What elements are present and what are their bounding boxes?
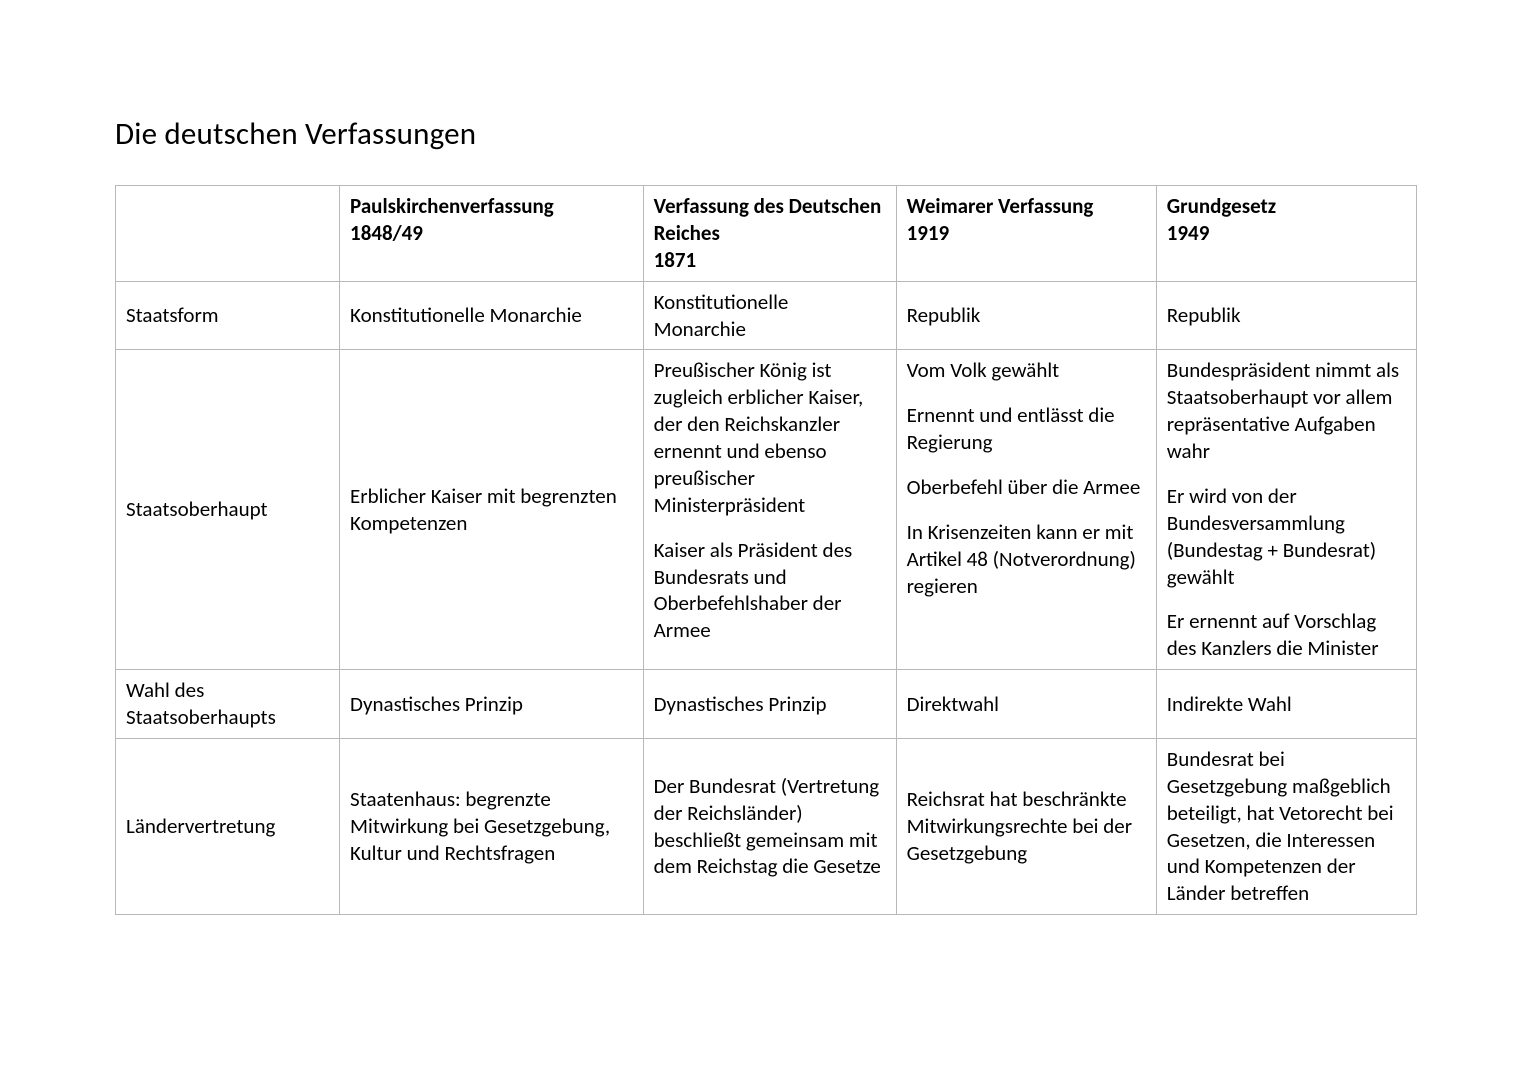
header-text: 1848/49 <box>350 220 423 246</box>
header-text: 1871 <box>654 247 697 273</box>
cell: Dynastisches Prinzip <box>340 670 644 739</box>
header-grundgesetz: Grundgesetz 1949 <box>1156 186 1416 282</box>
constitutions-table: Paulskirchenverfassung 1848/49 Verfassun… <box>115 185 1417 915</box>
header-text: Reiches <box>654 220 720 246</box>
header-weimar: Weimarer Verfassung 1919 <box>896 186 1156 282</box>
cell-paragraph: Vom Volk gewählt <box>907 357 1146 384</box>
cell-paragraph: Er wird von der Bundesversammlung (Bunde… <box>1167 483 1406 591</box>
table-row: Staatsform Konstitutionelle Monarchie Ko… <box>116 281 1417 350</box>
header-text: 1919 <box>907 220 950 246</box>
cell: Dynastisches Prinzip <box>643 670 896 739</box>
cell: Der Bundesrat (Vertretung der Reichsländ… <box>643 738 896 914</box>
cell: Republik <box>1156 281 1416 350</box>
cell-paragraph: Kaiser als Präsident des Bundesrats und … <box>654 537 886 645</box>
table-row: Ländervertretung Staatenhaus: begrenzte … <box>116 738 1417 914</box>
row-label-wahl: Wahl des Staatsoberhaupts <box>116 670 340 739</box>
header-text: Paulskirchenverfassung <box>350 193 554 219</box>
table-header-row: Paulskirchenverfassung 1848/49 Verfassun… <box>116 186 1417 282</box>
header-text: 1949 <box>1167 220 1210 246</box>
table-row: Staatsoberhaupt Erblicher Kaiser mit beg… <box>116 350 1417 670</box>
cell-paragraph: Er ernennt auf Vorschlag des Kanzlers di… <box>1167 608 1406 662</box>
cell: Erblicher Kaiser mit begrenzten Kompeten… <box>340 350 644 670</box>
row-label-staatsform: Staatsform <box>116 281 340 350</box>
cell: Vom Volk gewählt Ernennt und entlässt di… <box>896 350 1156 670</box>
cell: Indirekte Wahl <box>1156 670 1416 739</box>
cell-paragraph: Preußischer König ist zugleich erblicher… <box>654 357 886 518</box>
table-row: Wahl des Staatsoberhaupts Dynastisches P… <box>116 670 1417 739</box>
cell-text: Monarchie <box>654 316 746 342</box>
header-empty <box>116 186 340 282</box>
page-title: Die deutschen Verfassungen <box>115 115 1417 153</box>
cell: Reichsrat hat beschränkte Mitwirkungsrec… <box>896 738 1156 914</box>
document-page: Die deutschen Verfassungen Paulskirchenv… <box>0 0 1527 915</box>
cell: Konstitutionelle Monarchie <box>340 281 644 350</box>
header-paulskirche: Paulskirchenverfassung 1848/49 <box>340 186 644 282</box>
cell: Bundespräsident nimmt als Staatsoberhaup… <box>1156 350 1416 670</box>
cell: Staatenhaus: begrenzte Mitwirkung bei Ge… <box>340 738 644 914</box>
cell: Konstitutionelle Monarchie <box>643 281 896 350</box>
cell: Preußischer König ist zugleich erblicher… <box>643 350 896 670</box>
cell: Direktwahl <box>896 670 1156 739</box>
header-text: Grundgesetz <box>1167 193 1276 219</box>
header-text: Weimarer Verfassung <box>907 193 1094 219</box>
row-label-laender: Ländervertretung <box>116 738 340 914</box>
cell-text: Wahl des <box>126 677 204 703</box>
cell-paragraph: Ernennt und entlässt die Regierung <box>907 402 1146 456</box>
row-label-staatsoberhaupt: Staatsoberhaupt <box>116 350 340 670</box>
cell-paragraph: Bundespräsident nimmt als Staatsoberhaup… <box>1167 357 1406 465</box>
cell-text: Konstitutionelle <box>654 289 789 315</box>
cell: Bundesrat bei Gesetzgebung maßgeblich be… <box>1156 738 1416 914</box>
header-text: Verfassung des Deutschen <box>654 193 882 219</box>
cell-paragraph: Oberbefehl über die Armee <box>907 474 1146 501</box>
cell-paragraph: In Krisenzeiten kann er mit Artikel 48 (… <box>907 519 1146 600</box>
cell: Republik <box>896 281 1156 350</box>
cell-text: Staatsoberhaupts <box>126 704 276 730</box>
header-reichsverfassung: Verfassung des Deutschen Reiches 1871 <box>643 186 896 282</box>
